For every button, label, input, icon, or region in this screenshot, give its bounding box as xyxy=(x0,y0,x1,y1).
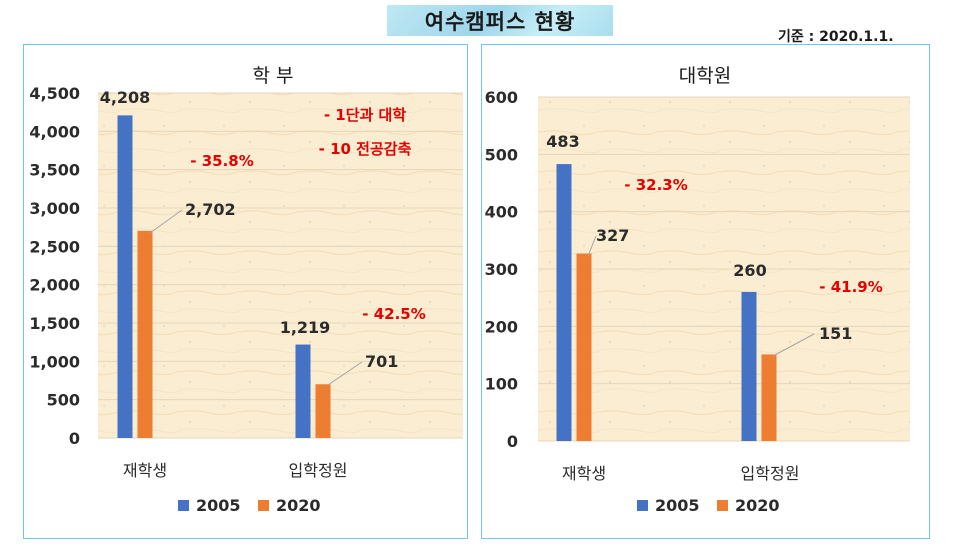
data-label: 4,208 xyxy=(100,88,151,107)
legend-label: 2005 xyxy=(196,496,241,515)
annotation-text: - 10 전공감축 xyxy=(319,140,412,158)
annotation-text: - 35.8% xyxy=(190,152,254,170)
x-category-label: 재학생 xyxy=(562,464,606,483)
annotation-text: - 1단과 대학 xyxy=(324,106,407,124)
data-label: 483 xyxy=(546,132,579,151)
y-tick-label: 500 xyxy=(485,145,518,164)
y-tick-label: 400 xyxy=(485,203,518,222)
legend-swatch-2005 xyxy=(178,500,189,511)
y-tick-label: 500 xyxy=(47,391,80,410)
bar-2020 xyxy=(576,253,592,441)
bar-2020 xyxy=(315,384,331,438)
data-label: 1,219 xyxy=(280,318,331,337)
bar-2005 xyxy=(117,115,133,439)
legend-swatch-2020 xyxy=(258,500,269,511)
y-tick-label: 0 xyxy=(507,432,518,451)
y-tick-label: 2,000 xyxy=(29,276,80,295)
plot-area-background xyxy=(98,93,463,438)
y-tick-label: 4,500 xyxy=(29,84,80,103)
y-tick-label: 100 xyxy=(485,375,518,394)
data-label-leader-line xyxy=(149,209,183,234)
y-tick-label: 2,500 xyxy=(29,237,80,256)
y-tick-label: 0 xyxy=(69,429,80,448)
y-tick-label: 300 xyxy=(485,260,518,279)
data-label: 327 xyxy=(596,226,629,245)
x-category-label: 재학생 xyxy=(123,461,167,480)
y-tick-label: 1,000 xyxy=(29,352,80,371)
x-category-label: 입학정원 xyxy=(289,461,348,480)
as-of-date: 기준 : 2020.1.1. xyxy=(778,29,894,45)
bar-2005 xyxy=(556,164,572,441)
data-label: 2,702 xyxy=(185,200,236,219)
y-tick-label: 3,500 xyxy=(29,161,80,180)
annotation-text: - 32.3% xyxy=(624,176,688,194)
bar-2005 xyxy=(295,344,311,438)
data-label-leader-line xyxy=(587,235,597,257)
legend-label: 2020 xyxy=(276,496,321,515)
legend-swatch-2020 xyxy=(717,500,728,511)
data-label: 701 xyxy=(365,352,398,371)
bar-2020 xyxy=(761,354,777,441)
data-label-leader-line xyxy=(772,333,815,357)
annotation-text: - 41.9% xyxy=(819,278,883,296)
page-title: 여수캠퍼스 현황 xyxy=(387,5,613,36)
data-label: 260 xyxy=(733,261,766,280)
bar-2020 xyxy=(137,230,153,438)
chart-title: 대학원 xyxy=(679,65,731,87)
legend-label: 2005 xyxy=(655,496,700,515)
annotation-text: - 42.5% xyxy=(362,305,426,323)
chart-title: 학 부 xyxy=(253,65,294,87)
bar-2005 xyxy=(741,291,757,441)
data-label-leader-line xyxy=(327,361,363,386)
x-category-label: 입학정원 xyxy=(741,464,800,483)
y-tick-label: 200 xyxy=(485,317,518,336)
y-tick-label: 600 xyxy=(485,88,518,107)
y-tick-label: 1,500 xyxy=(29,314,80,333)
y-tick-label: 4,000 xyxy=(29,122,80,141)
y-tick-label: 3,000 xyxy=(29,199,80,218)
data-label: 151 xyxy=(819,324,852,343)
legend-swatch-2005 xyxy=(637,500,648,511)
legend-label: 2020 xyxy=(735,496,780,515)
